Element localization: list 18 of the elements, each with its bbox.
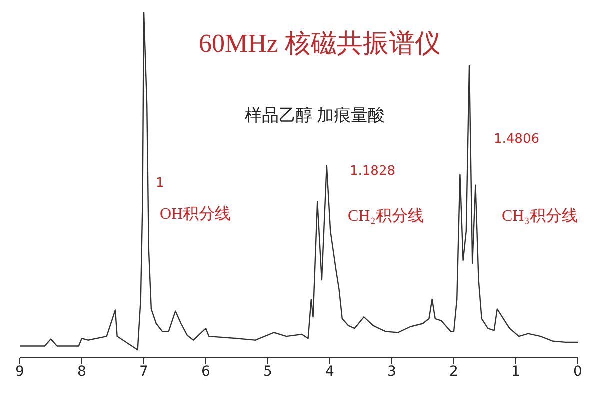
annotation: CH₂积分线 [348, 206, 424, 227]
annotation: OH积分线 [160, 204, 232, 225]
x-tick-label: 0 [574, 364, 582, 380]
x-tick-label: 8 [78, 364, 86, 380]
annotation: 1 [156, 176, 164, 191]
x-tick-label: 1 [512, 364, 520, 380]
x-tick-label: 6 [202, 364, 211, 380]
text: 样品乙醇 加痕量酸 [244, 105, 386, 127]
annotation: 1.4806 [494, 132, 540, 147]
x-tick-label: 7 [140, 364, 148, 380]
x-tick-label: 3 [388, 364, 396, 380]
x-tick-label: 5 [264, 364, 272, 380]
annotation: 1.1828 [350, 164, 396, 179]
x-tick-label: 4 [326, 364, 335, 380]
text: 60MHz 核磁共振谱仪 [198, 28, 442, 60]
x-tick-label: 9 [16, 364, 24, 380]
x-tick-label: 2 [450, 364, 458, 380]
annotation: CH₃积分线 [502, 206, 578, 227]
